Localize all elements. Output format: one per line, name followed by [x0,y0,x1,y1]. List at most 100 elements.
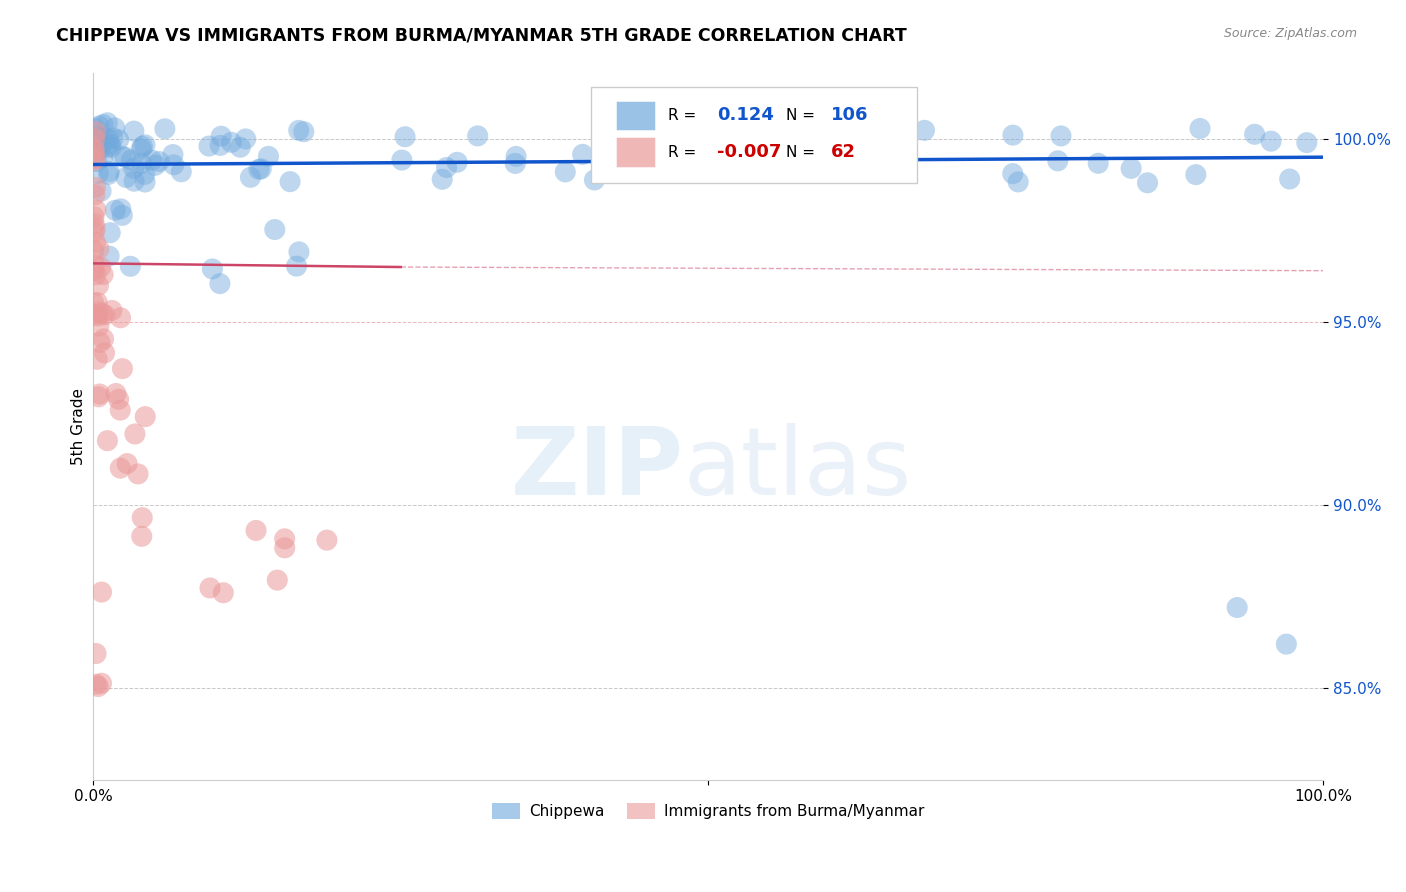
Point [848,121,870,136]
Point [83,133,105,147]
Legend: Chippewa, Immigrants from Burma/Myanmar: Chippewa, Immigrants from Burma/Myanmar [486,797,931,825]
Point [110,310,132,325]
Point [97,167,120,181]
Point [87,166,110,180]
Point [229,140,252,154]
Point [86,129,108,144]
Point [84,677,107,691]
Point [134,409,156,424]
Point [432,172,454,186]
Point [623,143,645,157]
Point [107,392,129,407]
Point [98,226,121,240]
Point [86,145,108,159]
Point [87,119,110,133]
Text: R =: R = [668,145,696,160]
Point [111,208,134,222]
Point [209,138,232,153]
Point [250,161,273,176]
Point [91,118,114,132]
Point [101,131,124,145]
Point [446,155,468,169]
Point [131,156,153,170]
Point [153,121,176,136]
Point [1260,134,1282,148]
Point [89,131,111,145]
Point [131,510,153,524]
Point [394,129,416,144]
Point [273,532,295,546]
Point [87,130,110,145]
Point [134,137,156,152]
Text: atlas: atlas [683,423,912,515]
Text: R =: R = [668,108,696,123]
Point [83,225,105,239]
Point [837,138,859,153]
Point [87,242,110,256]
Point [1295,136,1317,150]
Point [84,151,107,165]
Point [131,529,153,543]
Point [266,573,288,587]
Point [87,319,110,334]
Point [98,164,121,178]
Point [83,136,105,151]
Text: ZIP: ZIP [510,423,683,515]
Point [83,187,105,202]
Point [505,149,527,163]
Point [87,278,110,293]
Point [257,149,280,163]
Point [107,133,129,147]
Point [1050,128,1073,143]
Text: 0.124: 0.124 [717,106,773,124]
Point [83,145,105,159]
Point [96,116,118,130]
Point [288,244,311,259]
Point [239,170,262,185]
Point [110,461,132,475]
Point [93,346,115,360]
Point [1278,172,1301,186]
Point [198,581,221,595]
Point [93,332,115,346]
Point [90,184,112,198]
Point [83,244,105,258]
Point [84,647,107,661]
Point [208,277,231,291]
Point [94,308,117,322]
Point [83,210,105,224]
Point [1185,168,1208,182]
Point [84,308,107,322]
Point [278,175,301,189]
Point [170,165,193,179]
Point [90,676,112,690]
Text: N =: N = [786,108,814,123]
Point [83,132,105,146]
Point [104,120,127,135]
Point [571,147,593,161]
Text: CHIPPEWA VS IMMIGRANTS FROM BURMA/MYANMAR 5TH GRADE CORRELATION CHART: CHIPPEWA VS IMMIGRANTS FROM BURMA/MYANMA… [56,27,907,45]
Point [503,156,526,170]
Point [583,173,606,187]
Text: 106: 106 [831,106,869,124]
Point [110,202,132,216]
Text: -0.007: -0.007 [717,143,782,161]
Point [554,165,576,179]
Point [221,136,243,150]
Point [131,139,153,153]
Point [83,153,105,168]
Point [110,403,132,417]
Point [129,142,152,156]
Point [245,524,267,538]
Point [90,585,112,599]
Point [292,125,315,139]
Point [115,457,138,471]
Point [98,137,121,152]
Point [198,139,221,153]
Point [1189,121,1212,136]
Point [285,259,308,273]
Point [148,154,170,169]
Text: 62: 62 [831,143,856,161]
Point [104,203,127,218]
Point [287,123,309,137]
